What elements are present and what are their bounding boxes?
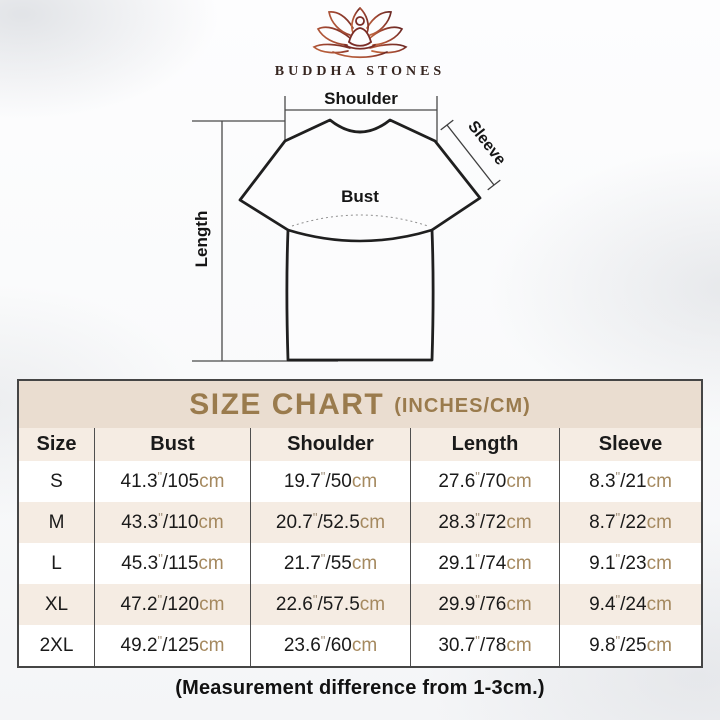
- size-cell: XL: [19, 584, 95, 625]
- bust-dotted-line: [291, 214, 429, 227]
- table-row-xl: XL 47.2 "/120 cm 22.6 "/57.5 cm 29.9 "/76 cm 9.4 " /…: [19, 584, 701, 625]
- column-header-shoulder: Shoulder: [251, 428, 411, 461]
- table-row-m: M 43.3 "/110 cm 20.7 "/52.5 cm 28.3 "/72 cm 8.7 "/2…: [19, 502, 701, 543]
- table-row-l: L 45.3 "/115 cm 21.7 "/55 cm 29.1 "/74 cm 9.1 "/23 c…: [19, 543, 701, 584]
- shoulder-label: Shoulder: [324, 89, 398, 108]
- column-header-row: Size Bust Shoulder Length Sleeve: [19, 428, 701, 461]
- length-measurement-cell: 27.6 "/70 cm: [411, 461, 560, 502]
- measurement-note: (Measurement difference from 1-3cm.): [175, 677, 545, 699]
- size-cell: S: [19, 461, 95, 502]
- table-row-2xl: 2XL 49.2 "/125 cm 23.6 "/60 cm 30.7 "/78 cm 9.8 "/2…: [19, 625, 701, 666]
- bust-measurement-cell: 41.3 "/105 cm: [95, 461, 251, 502]
- length-measurement-cell: 29.9 "/76 cm: [411, 584, 560, 625]
- shoulder-measurement-cell: 19.7 "/50 cm: [251, 461, 411, 502]
- column-header-size: Size: [19, 428, 95, 461]
- size-cell: 2XL: [19, 625, 95, 666]
- length-measurement-cell: 29.1 "/74 cm: [411, 543, 560, 584]
- sleeve-label: Sleeve: [464, 118, 509, 169]
- length-measurement-cell: 28.3 "/72 cm: [411, 502, 560, 543]
- sleeve-measurement-cell: 8.3 "/21 cm: [589, 469, 672, 492]
- length-measurement-cell: 30.7 "/78 cm: [411, 625, 560, 666]
- bust-measurement-cell: 45.3 "/115 cm: [95, 543, 251, 584]
- length-label: Length: [192, 211, 211, 268]
- table-row-s: S 41.3 "/105 cm 19.7 "/50 cm 27.6 "/70 cm 8.3 "/21 c…: [19, 461, 701, 502]
- table-body: S 41.3 "/105 cm 19.7 "/50 cm 27.6 "/70 cm 8.3 "/21 c…: [19, 461, 701, 666]
- column-header-length: Length: [411, 428, 560, 461]
- brand-name: BUDDHA STONES: [274, 64, 446, 79]
- tshirt-measurement-diagram: Shoulder Bust Length Sleeve: [192, 89, 509, 362]
- column-header-sleeve: Sleeve: [598, 433, 663, 455]
- sleeve-measurement-cell: 9.1 "/23 cm: [589, 551, 672, 574]
- bust-measurement-cell: 47.2 "/120 cm: [95, 584, 251, 625]
- lotus-meditation-logo-icon: [312, 7, 408, 59]
- size-chart-title-band: SIZE CHART (INCHES/CM): [19, 381, 701, 428]
- shoulder-measurement-cell: 20.7 "/52.5 cm: [251, 502, 411, 543]
- sleeve-measurement-cell: 9.8 "/25 cm: [589, 633, 672, 656]
- column-header-bust: Bust: [95, 428, 251, 461]
- bust-measurement-cell: 49.2 "/125 cm: [95, 625, 251, 666]
- bust-measurement-cell: 43.3 "/110 cm: [95, 502, 251, 543]
- sleeve-measurement-cell: 9.4 "/24 cm: [589, 592, 672, 615]
- size-chart-units-subtitle: (INCHES/CM): [394, 395, 531, 417]
- size-cell: L: [19, 543, 95, 584]
- bust-label: Bust: [341, 187, 379, 206]
- shoulder-measurement-cell: 21.7 "/55 cm: [251, 543, 411, 584]
- shoulder-measurement-cell: 23.6 "/60 cm: [251, 625, 411, 666]
- shoulder-measurement-cell: 22.6 "/57.5 cm: [251, 584, 411, 625]
- size-chart-title: SIZE CHART: [189, 387, 385, 421]
- size-cell: M: [19, 502, 95, 543]
- sleeve-measurement-cell: 8.7 "/22 cm: [589, 510, 672, 533]
- size-chart-table: SIZE CHART (INCHES/CM) Size Bust Shoulder L…: [17, 379, 703, 668]
